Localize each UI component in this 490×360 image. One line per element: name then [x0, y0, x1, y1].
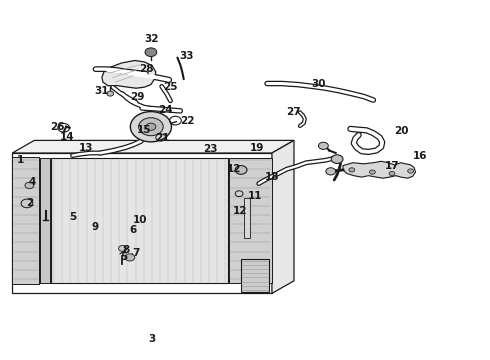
Text: 31: 31: [95, 86, 109, 96]
Text: 1: 1: [17, 155, 24, 165]
Text: 21: 21: [155, 132, 170, 143]
Circle shape: [369, 170, 375, 174]
Text: 22: 22: [180, 116, 195, 126]
Text: 17: 17: [385, 161, 399, 171]
Polygon shape: [229, 158, 272, 283]
Circle shape: [139, 118, 163, 136]
Text: 28: 28: [139, 64, 153, 74]
Polygon shape: [12, 157, 39, 284]
Text: 33: 33: [179, 51, 194, 61]
Text: 20: 20: [394, 126, 409, 136]
Circle shape: [146, 123, 156, 130]
Text: 23: 23: [203, 144, 218, 154]
Text: 16: 16: [413, 150, 428, 161]
Text: 2: 2: [26, 198, 33, 208]
Circle shape: [21, 199, 33, 208]
Circle shape: [125, 254, 135, 261]
Polygon shape: [40, 158, 50, 283]
Text: 30: 30: [311, 78, 326, 89]
Text: 7: 7: [132, 248, 140, 258]
Circle shape: [389, 171, 395, 176]
Text: 11: 11: [247, 191, 262, 201]
Text: 32: 32: [145, 34, 159, 44]
Polygon shape: [241, 259, 269, 292]
Polygon shape: [102, 60, 156, 88]
Circle shape: [318, 142, 328, 149]
Polygon shape: [12, 140, 294, 153]
Circle shape: [119, 246, 126, 251]
Text: 24: 24: [158, 105, 173, 115]
Text: 19: 19: [250, 143, 265, 153]
Text: 6: 6: [130, 225, 137, 235]
Text: 12: 12: [227, 164, 242, 174]
Text: 26: 26: [50, 122, 65, 132]
Circle shape: [25, 182, 34, 189]
Polygon shape: [51, 158, 228, 283]
Circle shape: [331, 155, 343, 163]
Text: 12: 12: [233, 206, 247, 216]
Circle shape: [107, 91, 114, 96]
Polygon shape: [244, 198, 250, 238]
Text: 4: 4: [28, 177, 36, 187]
Text: 15: 15: [137, 125, 152, 135]
Circle shape: [326, 168, 336, 175]
Circle shape: [130, 112, 172, 142]
Text: 5: 5: [69, 212, 76, 222]
Text: 3: 3: [148, 334, 155, 344]
Circle shape: [235, 166, 247, 174]
Text: 25: 25: [163, 82, 178, 92]
Circle shape: [145, 48, 157, 57]
Circle shape: [349, 168, 355, 172]
Polygon shape: [343, 161, 416, 178]
Text: 27: 27: [286, 107, 300, 117]
Polygon shape: [272, 140, 294, 293]
Text: 14: 14: [60, 132, 75, 142]
Text: 5: 5: [120, 252, 127, 262]
Text: 29: 29: [130, 92, 145, 102]
Text: 8: 8: [122, 245, 129, 255]
Text: 13: 13: [78, 143, 93, 153]
Text: 10: 10: [132, 215, 147, 225]
Circle shape: [408, 169, 414, 173]
Text: 18: 18: [265, 172, 279, 182]
Text: 9: 9: [92, 222, 99, 232]
